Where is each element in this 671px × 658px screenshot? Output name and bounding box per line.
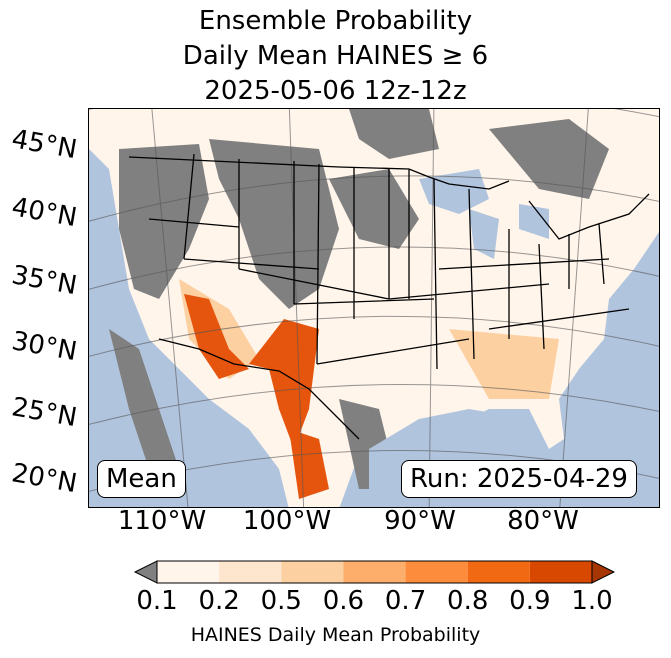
colorbar-tick-label: 0.7 xyxy=(385,586,426,616)
colorbar-over-arrow xyxy=(592,561,614,583)
colorbar-segment xyxy=(157,561,219,583)
lon-label-100: 100°W xyxy=(243,506,331,536)
colorbar-segment xyxy=(343,561,405,583)
run-date-box: Run: 2025-04-29 xyxy=(401,460,637,498)
lat-label-20: 20°N xyxy=(9,458,79,499)
colorbar-segment xyxy=(530,561,592,583)
colorbar-tick-label: 0.9 xyxy=(509,586,550,616)
colorbar-segment xyxy=(406,561,468,583)
colorbar-tick-label: 0.6 xyxy=(323,586,364,616)
lat-label-25: 25°N xyxy=(9,392,79,433)
colorbar-segment xyxy=(468,561,530,583)
colorbar-segment xyxy=(281,561,343,583)
colorbar-tick-label: 0.8 xyxy=(447,586,488,616)
colorbar-label: HAINES Daily Mean Probability xyxy=(0,624,671,646)
colorbar-segment xyxy=(219,561,281,583)
colorbar xyxy=(0,556,671,588)
map-panel xyxy=(88,108,660,508)
lat-label-30: 30°N xyxy=(9,326,79,367)
lon-label-80: 80°W xyxy=(507,506,579,536)
colorbar-tick-label: 1.0 xyxy=(571,586,612,616)
colorbar-tick-label: 0.2 xyxy=(198,586,239,616)
title-line-3: 2025-05-06 12z-12z xyxy=(0,76,671,106)
title-line-1: Ensemble Probability xyxy=(0,6,671,36)
colorbar-under-arrow xyxy=(135,561,157,583)
lat-label-40: 40°N xyxy=(9,192,79,233)
mean-label-box: Mean xyxy=(97,460,186,498)
colorbar-tick-label: 0.1 xyxy=(136,586,177,616)
lat-label-45: 45°N xyxy=(9,124,79,165)
map-canvas xyxy=(89,109,660,508)
lat-label-35: 35°N xyxy=(9,260,79,301)
title-line-2: Daily Mean HAINES ≥ 6 xyxy=(0,41,671,71)
colorbar-tick-label: 0.5 xyxy=(261,586,302,616)
lon-label-90: 90°W xyxy=(384,506,456,536)
lon-label-110: 110°W xyxy=(118,506,206,536)
